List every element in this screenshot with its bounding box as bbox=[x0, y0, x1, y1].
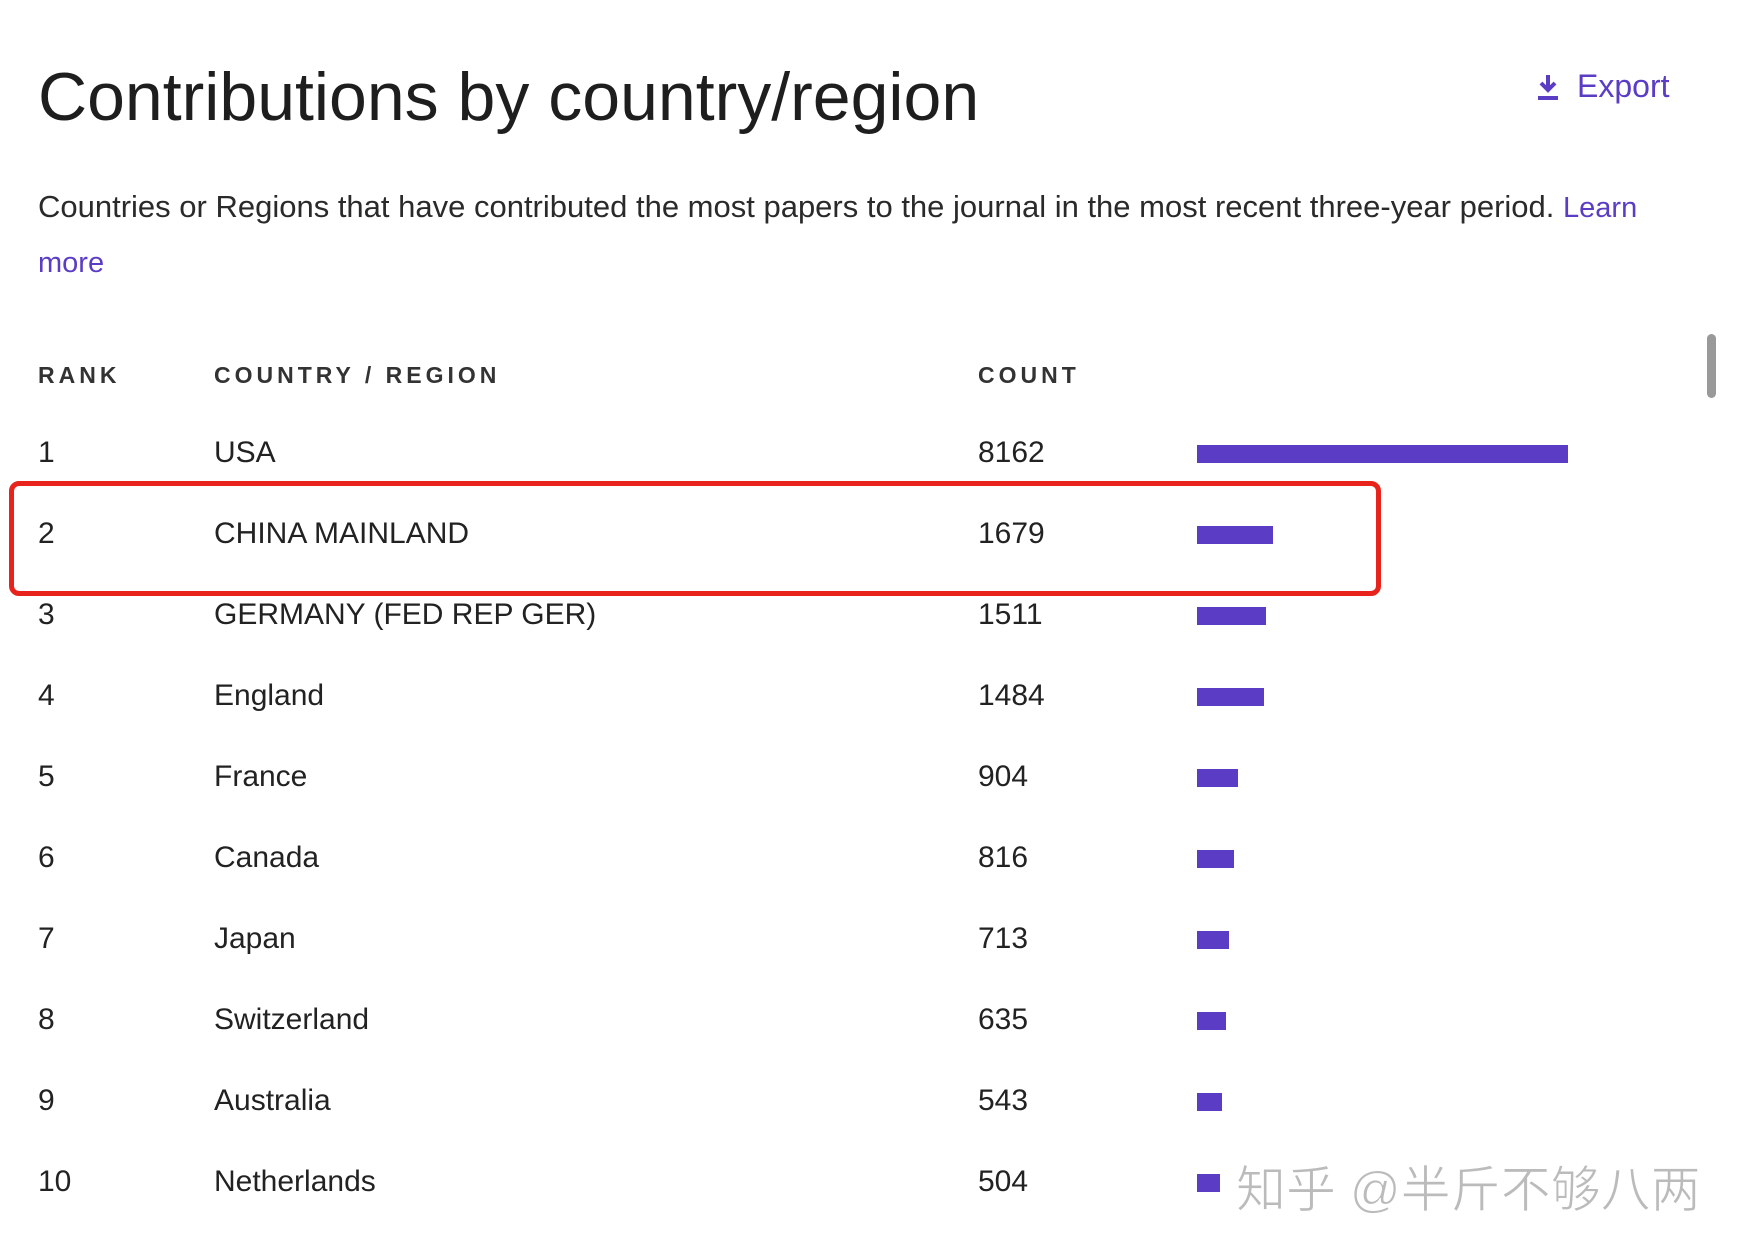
country: Switzerland bbox=[214, 1003, 370, 1036]
rank: 2 bbox=[38, 517, 55, 550]
count: 816 bbox=[978, 841, 1029, 874]
description-text: Countries or Regions that have contribut… bbox=[38, 189, 1555, 224]
country: GERMANY (FED REP GER) bbox=[214, 598, 597, 631]
export-label: Export bbox=[1577, 68, 1670, 104]
country: Netherlands bbox=[214, 1165, 376, 1198]
country: Japan bbox=[214, 922, 296, 955]
description: Countries or Regions that have contribut… bbox=[38, 180, 1698, 290]
highlight-box bbox=[9, 481, 1381, 596]
rank: 5 bbox=[38, 760, 55, 793]
count: 543 bbox=[978, 1084, 1029, 1117]
count: 1511 bbox=[978, 598, 1043, 631]
country: USA bbox=[214, 436, 276, 469]
rank: 7 bbox=[38, 922, 55, 955]
column-header: COUNTRY / REGION bbox=[214, 362, 501, 388]
count-bar bbox=[1197, 931, 1230, 949]
count-bar bbox=[1197, 445, 1568, 463]
count: 504 bbox=[978, 1165, 1029, 1198]
count-bar bbox=[1197, 607, 1266, 625]
count-bar bbox=[1197, 1012, 1226, 1030]
page-title: Contributions by country/region bbox=[38, 59, 980, 135]
rank: 10 bbox=[38, 1165, 72, 1198]
count-bar bbox=[1197, 850, 1235, 868]
rank: 3 bbox=[38, 598, 55, 631]
scrollbar[interactable] bbox=[1707, 334, 1716, 398]
export-button[interactable]: Export bbox=[1535, 68, 1669, 105]
count-bar bbox=[1197, 1093, 1222, 1111]
count-bar bbox=[1197, 526, 1274, 544]
count: 904 bbox=[978, 760, 1029, 793]
count: 1484 bbox=[978, 679, 1045, 712]
count-bar bbox=[1197, 769, 1239, 787]
rank: 1 bbox=[38, 436, 55, 469]
rank: 6 bbox=[38, 841, 55, 874]
count: 1679 bbox=[978, 517, 1045, 550]
column-header: RANK bbox=[38, 362, 121, 388]
count: 8162 bbox=[978, 436, 1045, 469]
country: England bbox=[214, 679, 325, 712]
country: Canada bbox=[214, 841, 320, 874]
rank: 8 bbox=[38, 1003, 55, 1036]
country: CHINA MAINLAND bbox=[214, 517, 470, 550]
count-bar bbox=[1197, 688, 1265, 706]
rank: 9 bbox=[38, 1084, 55, 1117]
country: France bbox=[214, 760, 308, 793]
watermark: 知乎 @半斤不够八两 bbox=[1236, 1162, 1702, 1219]
column-header: COUNT bbox=[978, 362, 1080, 388]
count-bar bbox=[1197, 1174, 1220, 1192]
download-icon bbox=[1538, 74, 1558, 100]
learn-more-link[interactable]: Learn more bbox=[38, 192, 1638, 279]
rank: 4 bbox=[38, 679, 55, 712]
count: 713 bbox=[978, 922, 1029, 955]
count: 635 bbox=[978, 1003, 1029, 1036]
country: Australia bbox=[214, 1084, 331, 1117]
